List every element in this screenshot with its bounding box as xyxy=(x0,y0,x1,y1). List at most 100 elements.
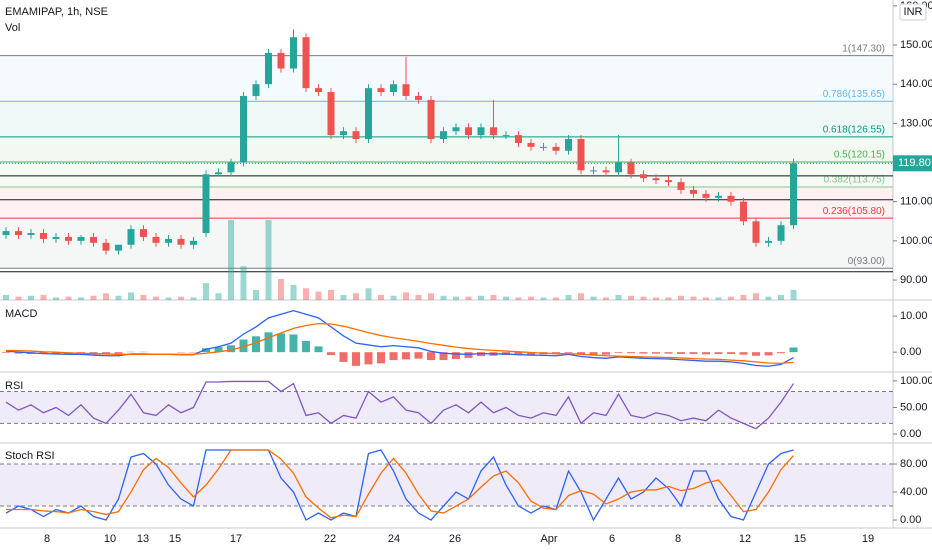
macd-histogram-bar xyxy=(2,352,10,353)
volume-bar xyxy=(453,296,459,300)
macd-histogram-bar xyxy=(327,352,335,356)
panel-title: EMAMIPAP, 1h, NSE xyxy=(5,6,108,18)
candle-body xyxy=(327,92,335,136)
candle-body xyxy=(277,52,285,69)
volume-bar xyxy=(65,296,72,300)
macd-histogram-bar xyxy=(114,352,123,354)
candle-body xyxy=(702,193,710,198)
y-tick-label: 100.00 xyxy=(900,235,932,247)
macd-histogram-bar xyxy=(302,340,310,353)
candle-body xyxy=(402,84,410,96)
candle-body xyxy=(127,229,135,245)
macd-histogram-bar xyxy=(789,347,798,353)
macd-histogram-bar xyxy=(402,352,410,360)
macd-histogram-bar xyxy=(464,352,473,358)
x-tick-label: 15 xyxy=(169,533,181,545)
y-tick-label: 40.00 xyxy=(900,486,928,498)
fib-label: 0.382(113.75) xyxy=(823,175,885,186)
macd-histogram-bar xyxy=(727,352,735,354)
macd-histogram-bar xyxy=(314,346,323,353)
volume-bar xyxy=(490,294,497,300)
candle-body xyxy=(77,236,85,241)
volume-bar xyxy=(665,297,672,300)
candle-body xyxy=(665,180,672,183)
y-tick-label: 150.00 xyxy=(900,39,932,51)
volume-bar xyxy=(565,294,572,300)
candle-body xyxy=(165,238,172,243)
y-tick-label: 130.00 xyxy=(900,117,932,129)
panel-title: Stoch RSI xyxy=(5,450,55,462)
volume-bar xyxy=(540,297,547,300)
macd-histogram-bar xyxy=(277,333,285,353)
fib-zone xyxy=(0,218,893,269)
macd-histogram-bar xyxy=(52,352,60,354)
candle-body xyxy=(365,88,372,140)
candle-body xyxy=(352,131,360,140)
volume-bar xyxy=(428,293,434,300)
panel-title: RSI xyxy=(5,380,23,392)
fib-label: 1(147.30) xyxy=(842,43,885,54)
candle-body xyxy=(265,52,272,85)
volume-bar xyxy=(353,293,359,300)
indicator-line xyxy=(6,449,794,519)
candle-body xyxy=(440,131,447,140)
fib-label: 0.236(105.80) xyxy=(823,206,885,217)
fib-label: 0(93.00) xyxy=(848,256,885,267)
candle-body xyxy=(640,174,647,179)
volume-bar xyxy=(165,297,172,300)
fib-label: 0.5(120.15) xyxy=(834,150,885,161)
band-fill xyxy=(0,464,893,507)
x-tick-label: 12 xyxy=(739,533,751,545)
indicator-line xyxy=(5,322,794,364)
candle-body xyxy=(452,127,460,132)
y-tick-label: 90.00 xyxy=(900,274,928,286)
candle-body xyxy=(252,84,260,96)
volume-bar xyxy=(190,297,197,300)
volume-bar xyxy=(678,295,684,300)
candle-body xyxy=(40,233,47,239)
candle-body xyxy=(652,178,660,181)
volume-bar xyxy=(728,296,734,300)
indicator-line xyxy=(5,449,794,522)
candle-body xyxy=(90,236,97,243)
volume-bar xyxy=(90,295,97,300)
macd-histogram-bar xyxy=(427,352,435,361)
macd-histogram-bar xyxy=(589,352,598,355)
macd-histogram-bar xyxy=(627,352,635,354)
y-tick-label: 80.00 xyxy=(900,458,928,470)
candle-body xyxy=(190,240,197,245)
candle-body xyxy=(740,201,747,222)
volume-bar xyxy=(340,294,347,300)
candle-body xyxy=(615,162,622,173)
x-tick-label: 17 xyxy=(230,533,242,545)
volume-bar xyxy=(228,220,234,300)
macd-histogram-bar xyxy=(239,339,248,353)
macd-histogram-bar xyxy=(439,352,448,361)
candle-body xyxy=(102,242,110,251)
candle-body xyxy=(140,229,147,237)
candle-body xyxy=(27,233,35,235)
y-tick-label: 0.00 xyxy=(900,514,921,526)
volume-bar xyxy=(315,291,322,300)
fib-zone xyxy=(0,136,893,162)
x-tick-label: 8 xyxy=(675,533,681,545)
volume-bar xyxy=(15,296,22,300)
volume-bar xyxy=(378,294,384,300)
candle-body xyxy=(477,127,485,136)
x-tick-label: 8 xyxy=(44,533,50,545)
fib-zone xyxy=(0,101,893,137)
volume-bar xyxy=(128,292,134,300)
candle-body xyxy=(577,139,585,171)
volume-bar xyxy=(390,295,397,300)
macd-histogram-bar xyxy=(514,352,523,356)
macd-histogram-bar xyxy=(739,352,748,355)
macd-histogram-bar xyxy=(14,352,23,354)
macd-histogram-bar xyxy=(227,345,235,353)
x-tick-label: 22 xyxy=(324,533,336,545)
candle-body xyxy=(302,37,310,89)
panel-title: MACD xyxy=(5,308,37,320)
macd-histogram-bar xyxy=(352,352,360,366)
candle-body xyxy=(515,135,522,143)
candle-body xyxy=(240,95,247,163)
